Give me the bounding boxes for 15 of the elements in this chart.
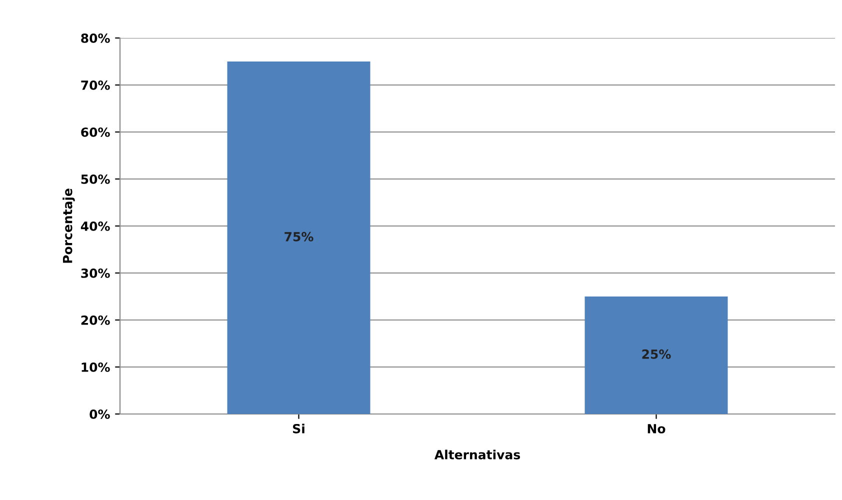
x-tick-label: No bbox=[648, 424, 666, 434]
y-tick-label: 20% bbox=[81, 315, 110, 325]
y-tick-label: 50% bbox=[81, 174, 110, 184]
y-tick-label: 10% bbox=[82, 362, 110, 372]
y-tick-label: 0% bbox=[90, 409, 110, 419]
y-tick-label: 60% bbox=[81, 127, 110, 137]
y-tick-label: 70% bbox=[81, 80, 110, 90]
data-label: 75% bbox=[284, 232, 314, 242]
y-tick-label: 40% bbox=[80, 221, 110, 231]
y-axis-title: Porcentaje bbox=[62, 188, 75, 263]
data-label: 25% bbox=[642, 349, 671, 359]
y-tick-label: 30% bbox=[81, 268, 110, 278]
y-tick-label: 80% bbox=[81, 33, 110, 43]
x-axis-title: Alternativas bbox=[434, 450, 520, 460]
x-tick-label: Si bbox=[293, 424, 304, 434]
